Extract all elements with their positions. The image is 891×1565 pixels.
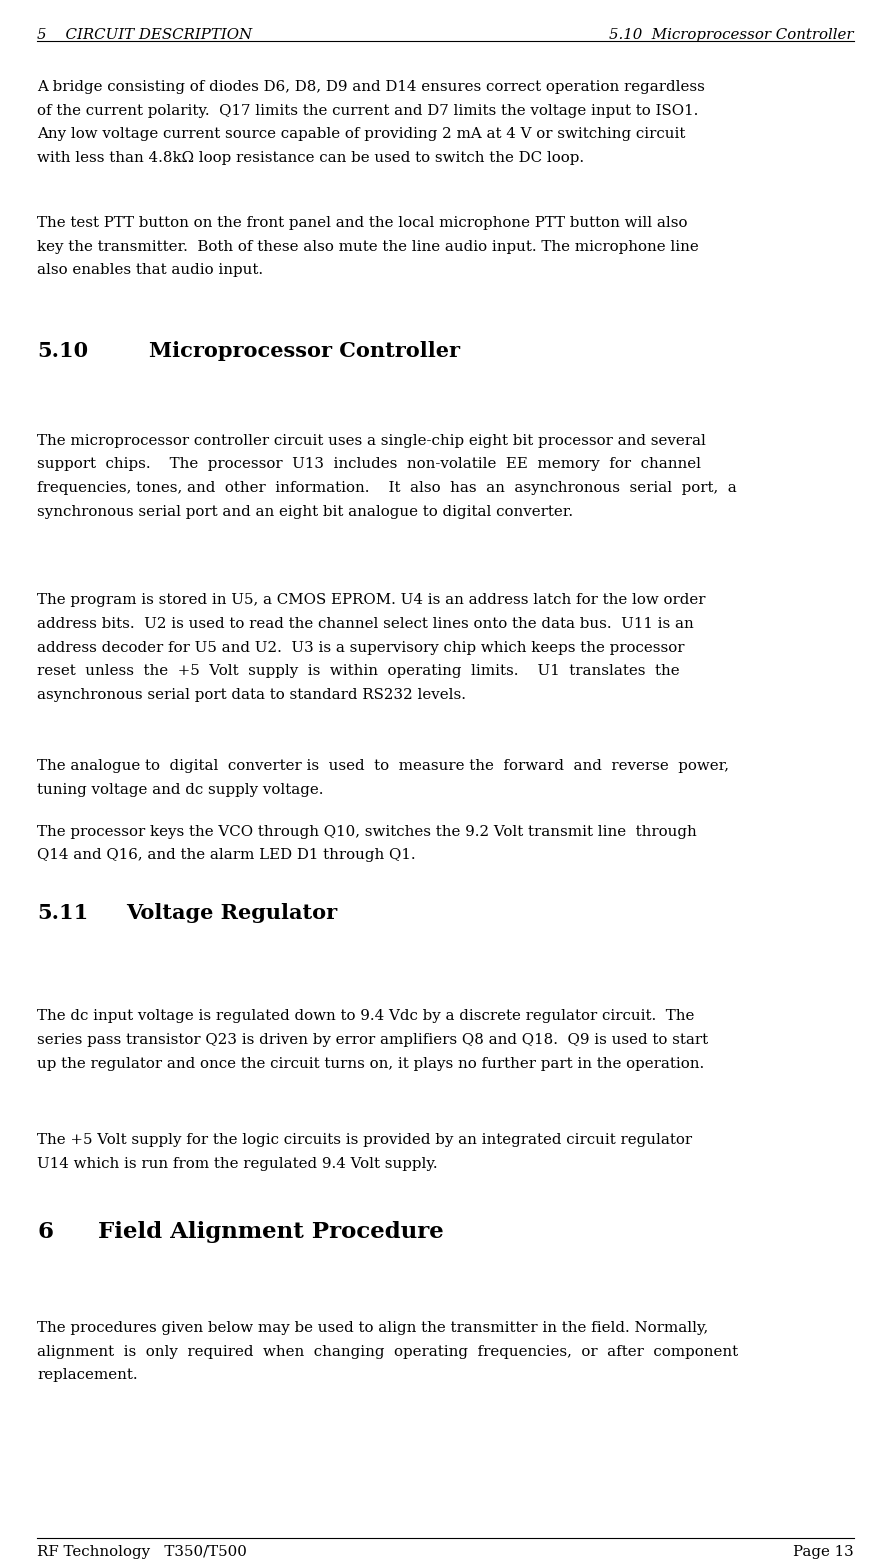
Text: tuning voltage and dc supply voltage.: tuning voltage and dc supply voltage. — [37, 782, 324, 797]
Text: synchronous serial port and an eight bit analogue to digital converter.: synchronous serial port and an eight bit… — [37, 504, 574, 518]
Text: 5    CIRCUIT DESCRIPTION: 5 CIRCUIT DESCRIPTION — [37, 28, 252, 42]
Text: address decoder for U5 and U2.  U3 is a supervisory chip which keeps the process: address decoder for U5 and U2. U3 is a s… — [37, 640, 685, 654]
Text: The +5 Volt supply for the logic circuits is provided by an integrated circuit r: The +5 Volt supply for the logic circuit… — [37, 1133, 692, 1147]
Text: Q14 and Q16, and the alarm LED D1 through Q1.: Q14 and Q16, and the alarm LED D1 throug… — [37, 848, 416, 862]
Text: of the current polarity.  Q17 limits the current and D7 limits the voltage input: of the current polarity. Q17 limits the … — [37, 103, 699, 117]
Text: 6: 6 — [37, 1221, 53, 1243]
Text: series pass transistor Q23 is driven by error amplifiers Q8 and Q18.  Q9 is used: series pass transistor Q23 is driven by … — [37, 1033, 708, 1047]
Text: reset  unless  the  +5  Volt  supply  is  within  operating  limits.    U1  tran: reset unless the +5 Volt supply is withi… — [37, 664, 680, 678]
Text: A bridge consisting of diodes D6, D8, D9 and D14 ensures correct operation regar: A bridge consisting of diodes D6, D8, D9… — [37, 80, 706, 94]
Text: alignment  is  only  required  when  changing  operating  frequencies,  or  afte: alignment is only required when changing… — [37, 1344, 739, 1358]
Text: key the transmitter.  Both of these also mute the line audio input. The micropho: key the transmitter. Both of these also … — [37, 239, 699, 254]
Text: Any low voltage current source capable of providing 2 mA at 4 V or switching cir: Any low voltage current source capable o… — [37, 127, 686, 141]
Text: Voltage Regulator: Voltage Regulator — [127, 903, 338, 923]
Text: The analogue to  digital  converter is  used  to  measure the  forward  and  rev: The analogue to digital converter is use… — [37, 759, 730, 773]
Text: The program is stored in U5, a CMOS EPROM. U4 is an address latch for the low or: The program is stored in U5, a CMOS EPRO… — [37, 593, 706, 607]
Text: replacement.: replacement. — [37, 1368, 138, 1382]
Text: asynchronous serial port data to standard RS232 levels.: asynchronous serial port data to standar… — [37, 689, 466, 703]
Text: support  chips.    The  processor  U13  includes  non-volatile  EE  memory  for : support chips. The processor U13 include… — [37, 457, 701, 471]
Text: 5.10: 5.10 — [37, 341, 88, 362]
Text: also enables that audio input.: also enables that audio input. — [37, 263, 264, 277]
Text: Page 13: Page 13 — [793, 1545, 854, 1559]
Text: RF Technology   T350/T500: RF Technology T350/T500 — [37, 1545, 248, 1559]
Text: The test PTT button on the front panel and the local microphone PTT button will : The test PTT button on the front panel a… — [37, 216, 688, 230]
Text: 5.10  Microprocessor Controller: 5.10 Microprocessor Controller — [609, 28, 854, 42]
Text: address bits.  U2 is used to read the channel select lines onto the data bus.  U: address bits. U2 is used to read the cha… — [37, 617, 694, 631]
Text: Microprocessor Controller: Microprocessor Controller — [149, 341, 460, 362]
Text: up the regulator and once the circuit turns on, it plays no further part in the : up the regulator and once the circuit tu… — [37, 1056, 705, 1070]
Text: Field Alignment Procedure: Field Alignment Procedure — [98, 1221, 444, 1243]
Text: U14 which is run from the regulated 9.4 Volt supply.: U14 which is run from the regulated 9.4 … — [37, 1157, 438, 1171]
Text: 5.11: 5.11 — [37, 903, 89, 923]
Text: The dc input voltage is regulated down to 9.4 Vdc by a discrete regulator circui: The dc input voltage is regulated down t… — [37, 1009, 695, 1024]
Text: with less than 4.8kΩ loop resistance can be used to switch the DC loop.: with less than 4.8kΩ loop resistance can… — [37, 150, 584, 164]
Text: The processor keys the VCO through Q10, switches the 9.2 Volt transmit line  thr: The processor keys the VCO through Q10, … — [37, 825, 697, 839]
Text: The microprocessor controller circuit uses a single-chip eight bit processor and: The microprocessor controller circuit us… — [37, 434, 707, 448]
Text: The procedures given below may be used to align the transmitter in the field. No: The procedures given below may be used t… — [37, 1321, 708, 1335]
Text: frequencies, tones, and  other  information.    It  also  has  an  asynchronous : frequencies, tones, and other informatio… — [37, 480, 737, 495]
